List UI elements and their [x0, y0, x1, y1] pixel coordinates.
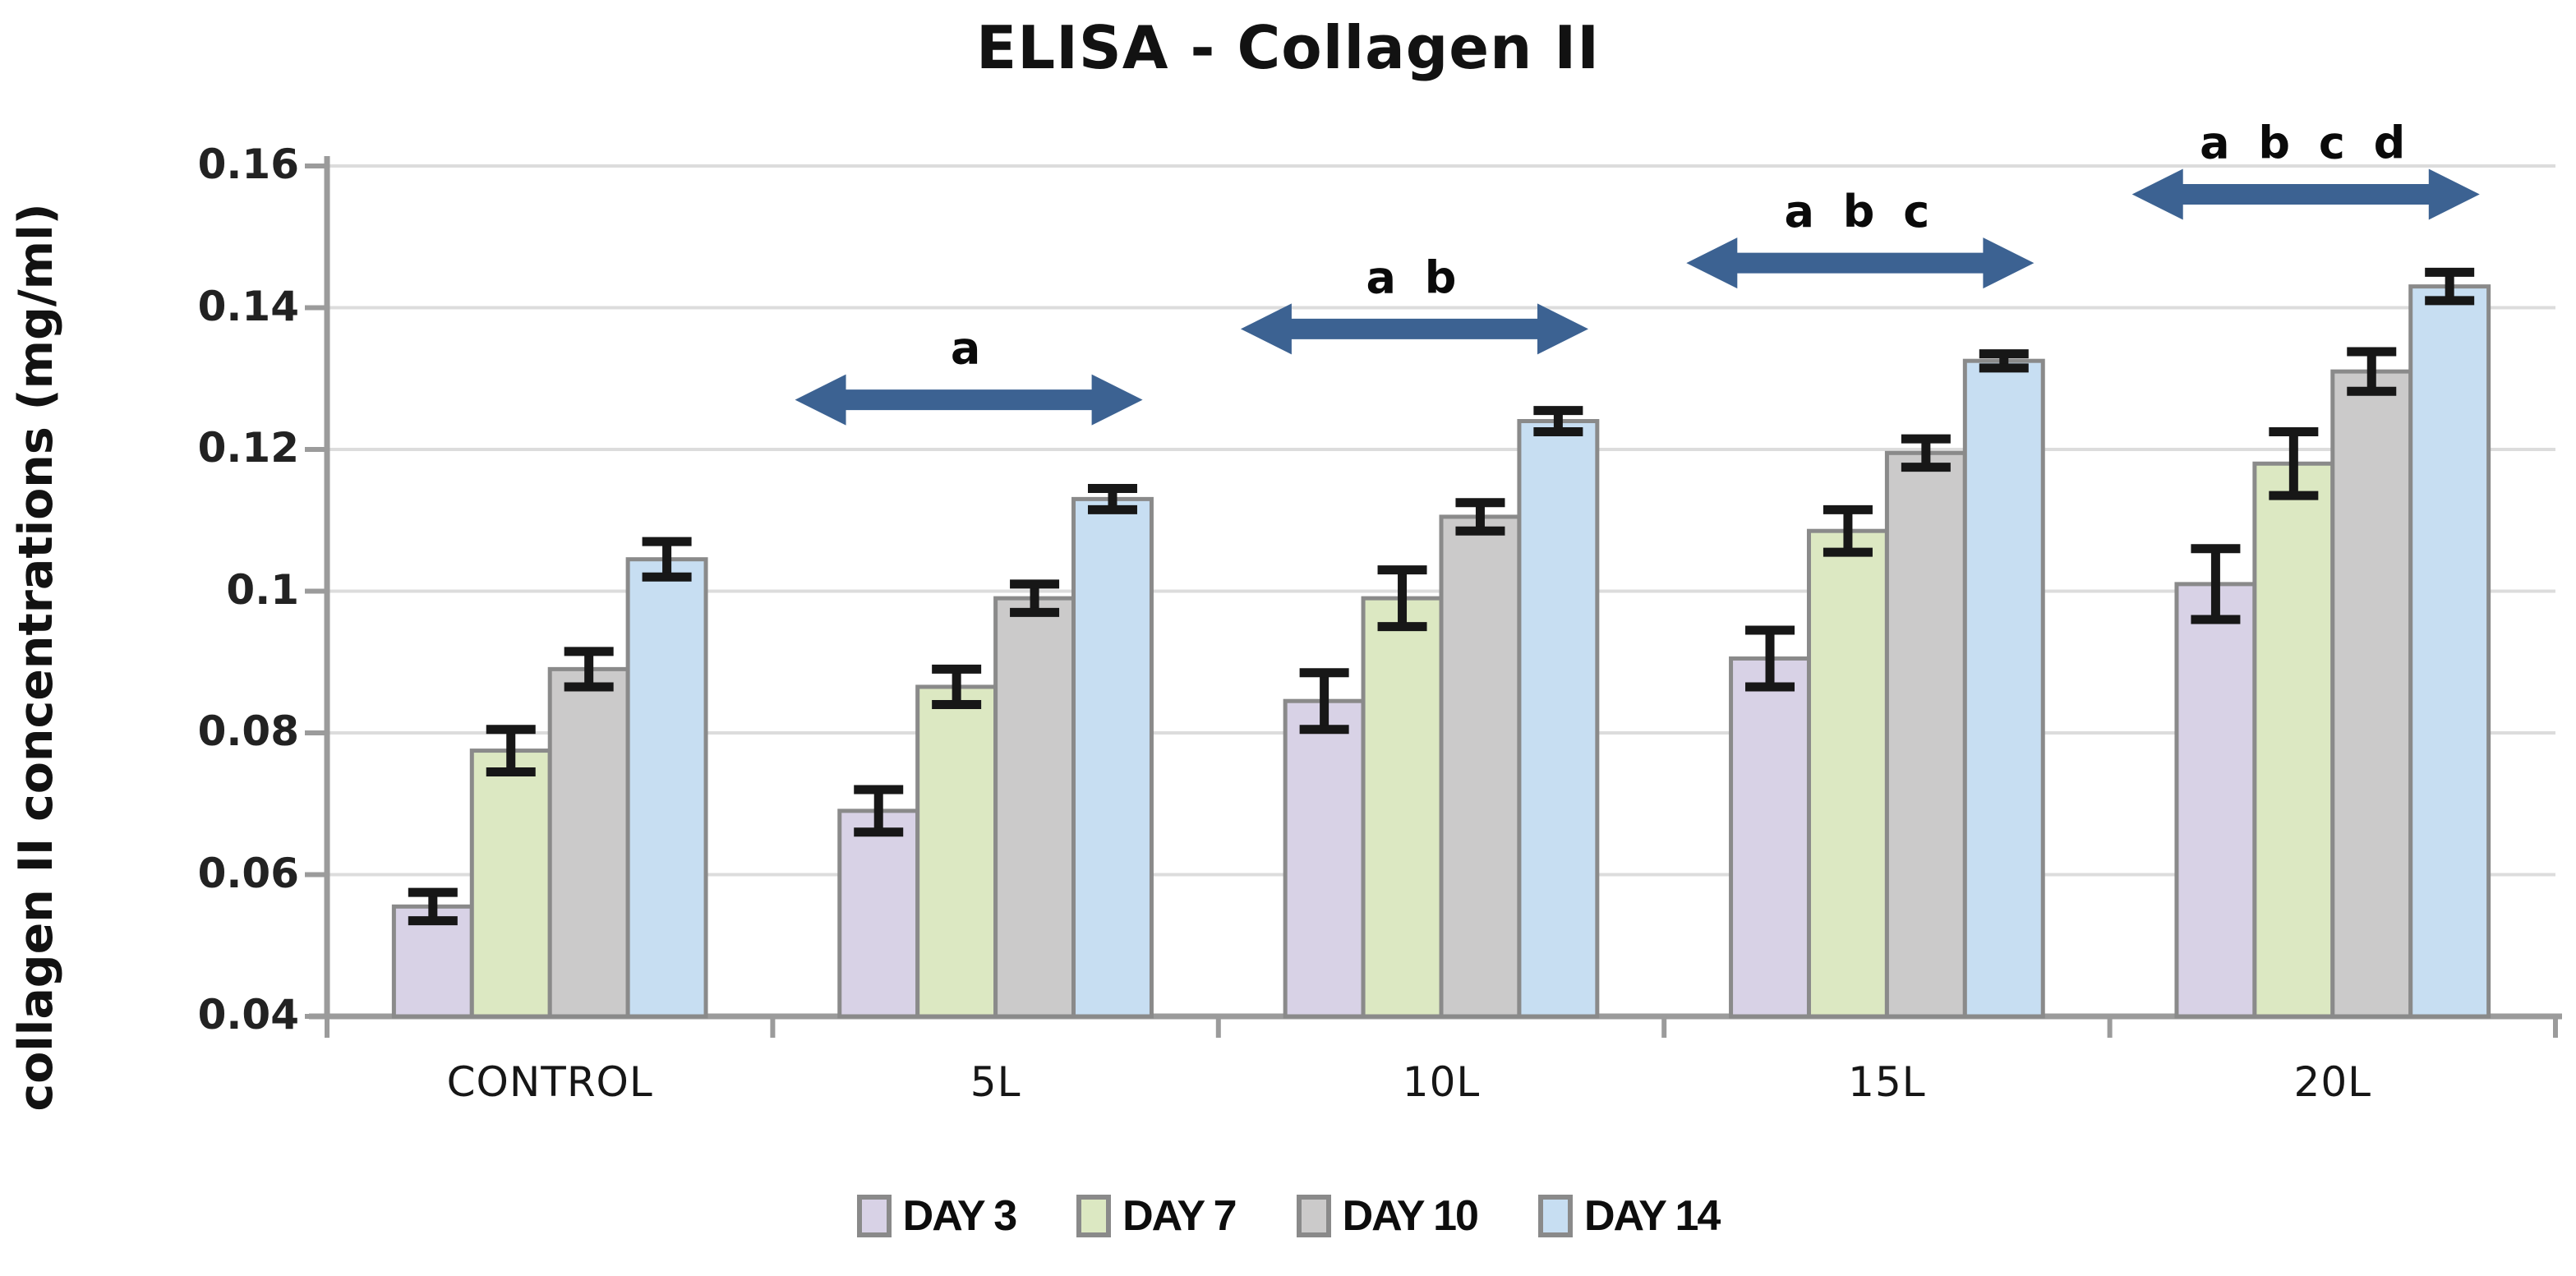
bar-day-7-10l	[1361, 596, 1444, 1019]
bar-day-14-control	[625, 557, 708, 1019]
arrowhead-left-5l	[795, 374, 846, 426]
x-label-5l: 5L	[970, 1058, 1021, 1106]
legend-label-day-7: DAY 7	[1122, 1192, 1237, 1240]
bar-day-10-20l	[2330, 369, 2413, 1019]
arrowhead-right-15l	[1983, 237, 2035, 289]
arrowhead-right-5l	[1091, 374, 1143, 426]
bar-day-3-20l	[2174, 582, 2257, 1019]
y-tick-label-0.08: 0.08	[197, 707, 299, 755]
bar-day-3-10l	[1283, 698, 1366, 1019]
bar-day-7-control	[469, 749, 552, 1019]
significance-label-15l: a b c	[1785, 186, 1937, 237]
legend-item-day-14: DAY 14	[1537, 1191, 1721, 1241]
y-axis-title: collagen II concentrations (mg/ml)	[9, 203, 63, 1112]
x-label-control: CONTROL	[446, 1058, 653, 1106]
legend-swatch-day-14	[1537, 1195, 1573, 1237]
bar-day-10-10l	[1439, 514, 1522, 1019]
legend-label-day-3: DAY 3	[902, 1192, 1017, 1240]
y-tick-label-0.16: 0.16	[197, 140, 299, 188]
legend-label-day-10: DAY 10	[1342, 1192, 1479, 1240]
arrowhead-left-15l	[1686, 237, 1738, 289]
legend-swatch-day-7	[1076, 1195, 1112, 1237]
legend-swatch-day-3	[856, 1195, 892, 1237]
bar-day-7-20l	[2252, 461, 2335, 1019]
significance-label-5l: a	[951, 323, 987, 375]
x-label-10l: 10L	[1402, 1058, 1481, 1106]
chart-title: ELISA - Collagen II	[976, 13, 1600, 82]
legend-item-day-3: DAY 3	[856, 1191, 1017, 1241]
significance-label-20l: a b c d	[2200, 117, 2412, 169]
legend-item-day-10: DAY 10	[1296, 1191, 1479, 1241]
bar-day-7-15l	[1806, 528, 1889, 1019]
y-tick-label-0.1: 0.1	[226, 565, 299, 614]
arrowhead-right-20l	[2428, 168, 2480, 220]
legend-swatch-day-10	[1296, 1195, 1331, 1237]
legend-label-day-14: DAY 14	[1583, 1192, 1721, 1240]
bar-day-10-5l	[993, 596, 1076, 1019]
arrowhead-left-10l	[1240, 303, 1292, 355]
bar-day-7-5l	[915, 684, 998, 1019]
x-label-20l: 20L	[2293, 1058, 2372, 1106]
bar-day-3-15l	[1729, 656, 1811, 1019]
y-tick-label-0.06: 0.06	[197, 849, 299, 897]
legend-item-day-7: DAY 7	[1076, 1191, 1237, 1241]
y-tick-label-0.14: 0.14	[197, 282, 299, 330]
bar-day-3-5l	[837, 808, 920, 1019]
arrowhead-left-20l	[2131, 168, 2183, 220]
bar-day-10-15l	[1884, 450, 1967, 1019]
arrowhead-right-10l	[1537, 303, 1588, 355]
bar-day-14-5l	[1071, 496, 1154, 1019]
x-label-15l: 15L	[1848, 1058, 1926, 1106]
bar-day-14-10l	[1517, 419, 1600, 1019]
y-tick-label-0.04: 0.04	[197, 991, 299, 1039]
significance-label-10l: a b	[1366, 251, 1463, 303]
bar-day-14-15l	[1962, 358, 2045, 1019]
y-tick-label-0.12: 0.12	[197, 424, 299, 472]
bar-day-10-control	[547, 666, 630, 1019]
bar-day-14-20l	[2408, 284, 2491, 1019]
chart-legend: DAY 3 DAY 7 DAY 10 DAY 14	[0, 1191, 2576, 1241]
